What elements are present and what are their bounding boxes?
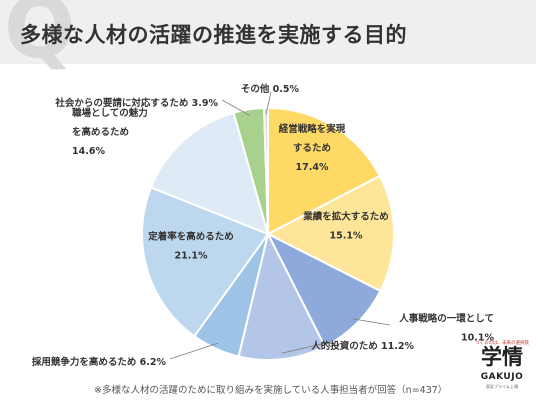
pie-slices [141, 106, 395, 361]
leader-line [352, 318, 391, 326]
gakujo-logo: つくるのは、未来の選択肢 学情 GAKUJO 東証プライム上場 [472, 340, 532, 400]
leader-line [221, 99, 250, 116]
slice-label: 業績を拡大するため 15.1% [302, 211, 389, 242]
pie-chart: 経営戦略を実現するため 17.4% 業績を拡大するため 15.1% 人事戦略の一環として… [32, 83, 495, 368]
slice-label: 人事戦略の一環として 10.1% [399, 313, 494, 344]
logo-name: GAKUJO [480, 372, 524, 382]
slice-label: 人的投資のため 11.2% [311, 340, 414, 352]
leader-line [281, 341, 331, 354]
pie-slice [141, 186, 270, 338]
pie-slice [265, 231, 382, 348]
slice-label: 採用競争力を高めるため 6.2% [32, 356, 167, 368]
leader-line [169, 342, 219, 360]
pie-slice [237, 231, 327, 361]
pie-slice [149, 111, 270, 236]
leader-lines [169, 91, 391, 360]
footnote: ※多様な人材の活躍のために取り組みを実施している人事担当者が回答（n=437） [94, 385, 448, 396]
pie-slice [265, 174, 395, 293]
leader-line [265, 91, 272, 115]
slice-label: 職場としての魅力を高めるため 14.6% [72, 107, 148, 157]
q-mark: Q [4, 0, 76, 77]
slice-label: 定着率を高めるため 21.1% [147, 231, 234, 262]
pie-slice [263, 106, 269, 235]
header-band: Q 多様な人材の活躍の推進を実施する目的 [0, 0, 536, 70]
slice-label: 社会からの要請に対応するため 3.9% [54, 97, 218, 109]
logo-sub: 東証プライム上場 [486, 384, 518, 389]
logo-tagline: つくるのは、未来の選択肢 [475, 341, 529, 346]
logo-mark: 学情 [481, 345, 523, 369]
page-title: 多様な人材の活躍の推進を実施する目的 [20, 23, 407, 47]
slice-label: その他 0.5% [241, 83, 300, 95]
slice-label: 経営戦略を実現するため 17.4% [279, 123, 346, 173]
slice-labels: 経営戦略を実現するため 17.4% 業績を拡大するため 15.1% 人事戦略の一環として… [32, 83, 495, 368]
pie-slice [267, 106, 382, 236]
